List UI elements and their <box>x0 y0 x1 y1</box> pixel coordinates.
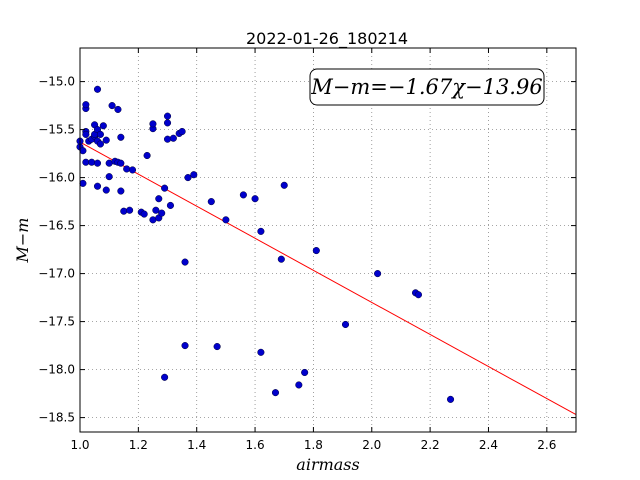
data-point <box>178 127 186 136</box>
data-point <box>128 166 137 174</box>
y-tick-label: −17.5 <box>38 315 75 329</box>
data-point <box>163 112 172 120</box>
data-point <box>181 258 189 266</box>
y-tick-label: −16.5 <box>38 219 75 233</box>
data-point <box>163 119 172 127</box>
data-point <box>169 134 177 142</box>
y-tick-label: −15.5 <box>38 123 75 137</box>
x-tick-label: 1.6 <box>246 438 265 452</box>
data-point <box>99 122 107 130</box>
fit-annotation: M−m=−1.67χ−13.96 <box>309 68 545 106</box>
data-point <box>93 182 102 190</box>
data-point <box>102 186 110 194</box>
data-point <box>152 206 160 214</box>
x-tick-label: 1.8 <box>304 438 323 452</box>
x-axis-label: airmass <box>296 455 359 474</box>
data-point <box>184 174 192 182</box>
data-point <box>96 140 104 148</box>
data-point <box>277 255 285 263</box>
data-point <box>161 184 169 192</box>
data-point <box>213 343 221 351</box>
data-point <box>117 187 125 195</box>
y-tick-label: −16.0 <box>38 171 75 185</box>
data-point <box>102 136 110 144</box>
data-point <box>301 368 309 377</box>
x-tick-label: 1.2 <box>129 438 148 452</box>
data-point <box>161 373 169 381</box>
data-point <box>79 147 87 155</box>
y-axis-label: M−m <box>13 218 32 264</box>
data-point <box>239 191 247 199</box>
data-point <box>79 179 87 187</box>
data-point <box>149 120 157 128</box>
data-point <box>446 395 455 403</box>
data-point <box>105 173 113 181</box>
data-point <box>88 158 96 166</box>
data-point <box>163 135 172 143</box>
data-point <box>114 105 122 113</box>
y-tick-label: −18.0 <box>38 363 75 377</box>
data-point <box>271 389 280 397</box>
annotation-box <box>309 68 545 106</box>
y-tick-label: −17.0 <box>38 267 75 281</box>
data-point <box>96 130 104 138</box>
data-point <box>158 209 166 217</box>
data-point <box>280 181 288 189</box>
data-point <box>117 159 125 167</box>
data-point <box>341 320 350 329</box>
data-point <box>117 133 125 141</box>
data-point <box>312 247 320 255</box>
data-point <box>155 195 163 203</box>
data-point <box>93 85 102 93</box>
plot-area <box>80 48 576 432</box>
data-point <box>207 198 215 206</box>
data-point <box>120 207 128 215</box>
x-tick-label: 2.6 <box>537 438 556 452</box>
axis-ticks: 1.0 1.2 1.4 1.6 1.8 2.0 2.2 2.4 2.6 −15.0 −15.5 −16… <box>38 48 576 452</box>
data-point <box>166 201 174 209</box>
y-tick-label: −15.0 <box>38 75 75 89</box>
data-point <box>82 130 90 138</box>
data-point <box>190 171 198 179</box>
plot-frame <box>79 47 577 433</box>
x-tick-label: 1.4 <box>187 438 206 452</box>
data-point <box>143 151 151 160</box>
data-point <box>93 159 102 167</box>
data-point <box>140 210 148 218</box>
data-point <box>414 291 422 299</box>
x-tick-label: 2.2 <box>421 438 440 452</box>
data-point <box>108 102 116 110</box>
data-point <box>82 101 90 109</box>
grid <box>79 48 576 432</box>
data-point <box>222 216 230 224</box>
data-point <box>251 195 259 203</box>
data-point <box>123 165 131 173</box>
data-point <box>295 381 303 389</box>
chart-title: 2022-01-26_180214 <box>246 29 408 49</box>
y-tick-label: −18.5 <box>38 411 75 425</box>
annotation-text: M−m=−1.67χ−13.96 <box>310 75 542 99</box>
data-point <box>257 348 265 356</box>
x-tick-label: 2.0 <box>362 438 381 452</box>
data-point <box>374 270 382 278</box>
data-point <box>181 342 189 350</box>
x-tick-label: 2.4 <box>479 438 498 452</box>
x-tick-label: 1.0 <box>70 438 89 452</box>
data-points <box>76 85 455 403</box>
data-point <box>257 227 265 235</box>
data-point <box>126 206 134 214</box>
